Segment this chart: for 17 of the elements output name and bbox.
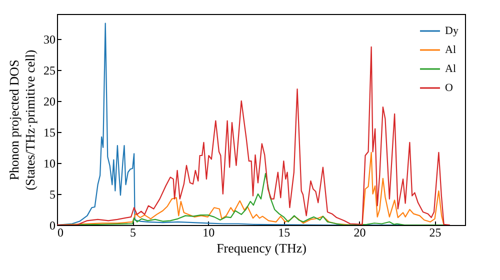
x-tick-label: 20 — [354, 226, 366, 240]
y-axis-title: Phonon projected DOS (States/THz·primitive cell) — [6, 50, 38, 190]
legend-label: Al — [445, 44, 456, 56]
y-tick-label: 25 — [44, 63, 56, 78]
x-tick-label: 10 — [202, 226, 215, 240]
x-tick-label: 15 — [278, 226, 290, 240]
x-tick-label: 5 — [130, 226, 136, 240]
y-tick-label: 30 — [44, 32, 56, 46]
legend-label: O — [445, 82, 453, 94]
y-tick-label: 20 — [44, 94, 56, 108]
x-tick-label: 25 — [429, 226, 442, 240]
x-axis-title: Frequency (THz) — [216, 240, 306, 256]
y-tick-label: 10 — [44, 156, 56, 170]
y-tick-label: 5 — [50, 187, 56, 202]
legend-label: Dy — [445, 25, 459, 37]
y-tick-label: 15 — [44, 125, 56, 140]
legend-label: Al — [445, 63, 456, 75]
